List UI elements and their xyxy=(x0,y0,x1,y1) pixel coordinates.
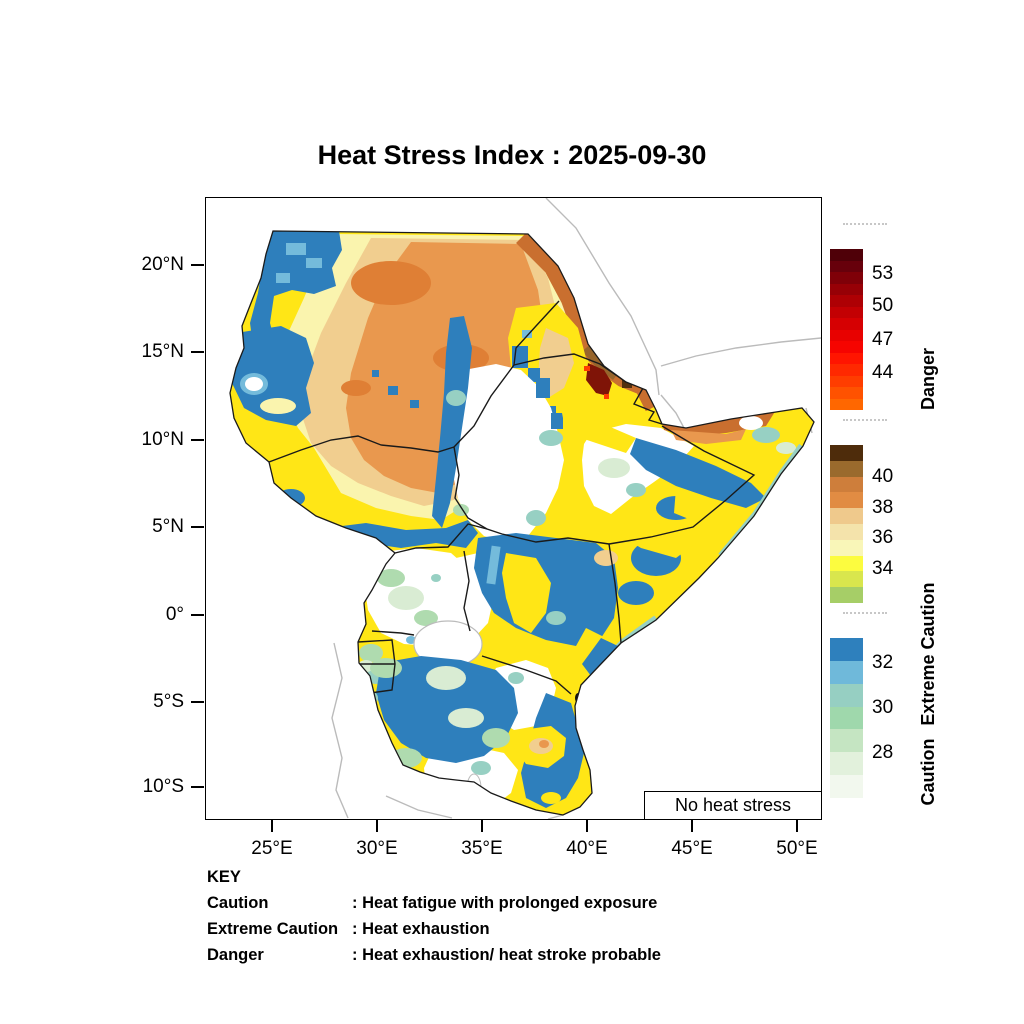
y-tick-label: 0° xyxy=(165,603,184,625)
y-tick-label: 5°N xyxy=(152,516,184,538)
tiny-caption xyxy=(843,612,887,614)
x-tick-mark xyxy=(795,819,798,832)
heat-stress-raster-map xyxy=(229,198,821,819)
key-definition: : Heat exhaustion xyxy=(352,920,490,938)
x-tick-label: 40°E xyxy=(566,838,608,859)
heat-stress-data-layer xyxy=(230,231,814,815)
y-tick-mark xyxy=(191,613,204,616)
legend-tick-label: 44 xyxy=(872,361,894,383)
x-tick-label: 30°E xyxy=(356,838,398,859)
y-tick-mark xyxy=(191,786,204,788)
extreme-caution-colorbar xyxy=(830,445,863,603)
legend-section-extreme-caution: 40 38 36 34 Extreme Caution xyxy=(830,419,1020,726)
x-tick-mark xyxy=(585,819,588,832)
x-tick-label: 45°E xyxy=(671,838,713,859)
no-heat-stress-label: No heat stress xyxy=(644,791,822,820)
legend-tick-label: 36 xyxy=(872,527,894,549)
caution-label: Caution xyxy=(918,738,938,806)
y-tick-label: 20°N xyxy=(141,253,184,275)
key-term: Caution xyxy=(207,894,269,912)
key-definition: : Heat exhaustion/ heat stroke probable xyxy=(352,946,661,964)
page-title: Heat Stress Index : 2025-09-30 xyxy=(317,140,707,170)
legend-tick-label: 28 xyxy=(872,742,894,764)
x-tick-mark xyxy=(691,819,693,832)
map-plot-area: No heat stress xyxy=(205,197,822,820)
data-domain-outline xyxy=(229,230,815,816)
x-tick-label: 25°E xyxy=(251,838,293,859)
tiny-caption xyxy=(843,223,887,225)
y-tick-label: 15°N xyxy=(141,341,184,363)
y-tick-mark xyxy=(191,438,204,441)
legend-tick-label: 30 xyxy=(872,697,894,718)
tiny-caption xyxy=(843,419,887,421)
key-row: Extreme Caution : Heat exhaustion xyxy=(207,916,661,942)
legend-tick-label: 40 xyxy=(872,465,894,487)
caution-colorbar xyxy=(830,638,863,799)
y-tick-mark xyxy=(191,263,204,266)
x-tick-label: 50°E xyxy=(776,838,818,859)
legend-tick-label: 38 xyxy=(872,496,894,518)
key-definition: : Heat fatigue with prolonged exposure xyxy=(352,894,658,912)
y-tick-mark xyxy=(191,526,204,529)
y-tick-mark xyxy=(191,701,204,704)
key-term: Danger xyxy=(207,946,264,964)
legend-tick-label: 32 xyxy=(872,651,894,673)
key-row: Danger : Heat exhaustion/ heat stroke pro… xyxy=(207,942,661,968)
y-tick-label: 10°S xyxy=(142,776,184,797)
danger-label: Danger xyxy=(918,347,938,410)
x-tick-mark xyxy=(480,819,483,832)
x-tick-mark xyxy=(270,819,273,832)
key-row: Caution : Heat fatigue with prolonged exp… xyxy=(207,890,661,916)
x-tick-label: 35°E xyxy=(461,838,503,859)
y-tick-label: 5°S xyxy=(153,691,184,713)
legend-section-caution: 32 30 28 Caution xyxy=(830,612,1020,806)
key-heading: KEY xyxy=(207,868,241,886)
x-tick-mark xyxy=(376,819,378,832)
legend-tick-label: 53 xyxy=(872,262,894,284)
danger-colorbar xyxy=(830,249,863,410)
y-tick-mark xyxy=(191,351,204,354)
key-block: KEY Caution : Heat fatigue with prolonged… xyxy=(207,864,661,968)
legend-tick-label: 34 xyxy=(872,558,894,580)
legend-tick-label: 47 xyxy=(872,328,894,350)
y-tick-label: 10°N xyxy=(141,428,184,450)
legend-section-danger: 53 50 47 44 Danger xyxy=(830,223,1020,410)
country-borders xyxy=(268,300,756,695)
key-term: Extreme Caution xyxy=(207,920,339,938)
legend-tick-label: 50 xyxy=(872,295,894,317)
